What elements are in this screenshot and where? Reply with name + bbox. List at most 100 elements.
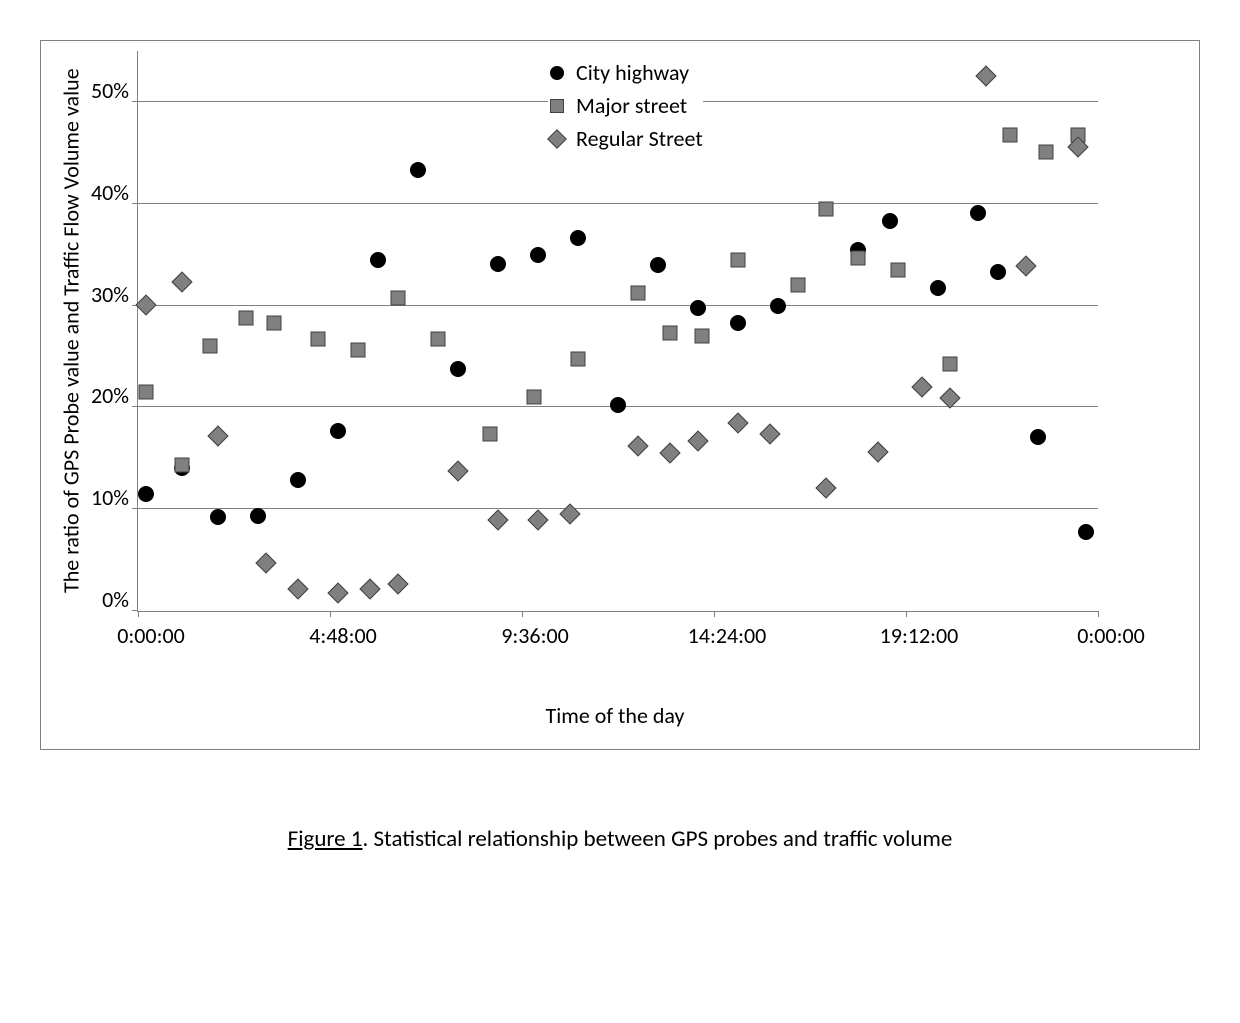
data-point-regular-street	[531, 513, 546, 528]
y-axis-label: The ratio of GPS Probe value and Traffic…	[51, 51, 91, 611]
data-point-major-street	[203, 339, 218, 354]
plot-region: City highway Major street Regular Street	[137, 51, 1098, 612]
data-point-regular-street	[491, 513, 506, 528]
data-point-regular-street	[979, 69, 994, 84]
data-point-major-street	[139, 385, 154, 400]
gridline	[138, 203, 1098, 204]
x-tick-label: 14:24:00	[688, 622, 767, 649]
data-point-regular-street	[331, 585, 346, 600]
x-tick-mark	[906, 611, 907, 617]
y-tick-mark	[132, 406, 138, 407]
figure-caption: Figure 1. Statistical relationship betwe…	[40, 825, 1200, 853]
data-point-regular-street	[363, 581, 378, 596]
x-tick-label: 9:36:00	[501, 622, 569, 649]
data-point-city-highway	[770, 298, 786, 314]
x-tick-mark	[330, 611, 331, 617]
data-point-city-highway	[990, 264, 1006, 280]
data-point-major-street	[527, 390, 542, 405]
data-point-city-highway	[570, 230, 586, 246]
data-point-city-highway	[138, 486, 154, 502]
data-point-city-highway	[1030, 429, 1046, 445]
data-point-city-highway	[1078, 524, 1094, 540]
data-point-regular-street	[731, 415, 746, 430]
data-point-major-street	[891, 262, 906, 277]
chart-border: The ratio of GPS Probe value and Traffic…	[40, 40, 1200, 750]
x-tick-label: 19:12:00	[880, 622, 959, 649]
y-tick-label: 40%	[91, 182, 129, 204]
data-point-major-street	[1039, 144, 1054, 159]
data-point-city-highway	[610, 397, 626, 413]
data-point-regular-street	[915, 380, 930, 395]
data-point-city-highway	[210, 509, 226, 525]
data-point-regular-street	[631, 439, 646, 454]
y-tick-label: 30%	[91, 284, 129, 306]
y-tick-label: 50%	[91, 80, 129, 102]
legend-label: City highway	[576, 59, 689, 86]
data-point-city-highway	[250, 508, 266, 524]
data-point-regular-street	[819, 480, 834, 495]
x-tick-mark	[714, 611, 715, 617]
chart-area: The ratio of GPS Probe value and Traffic…	[51, 51, 1179, 612]
legend-item-regular-street: Regular Street	[548, 125, 703, 152]
x-axis-label: Time of the day	[51, 702, 1179, 729]
data-point-city-highway	[650, 257, 666, 273]
y-tick-mark	[132, 203, 138, 204]
diamond-marker-icon	[548, 130, 566, 148]
data-point-regular-street	[871, 445, 886, 460]
legend: City highway Major street Regular Street	[548, 59, 703, 158]
data-point-city-highway	[290, 472, 306, 488]
x-axis-row: 0:00:004:48:009:36:0014:24:0019:12:000:0…	[51, 612, 1179, 652]
data-point-major-street	[351, 343, 366, 358]
data-point-regular-street	[563, 507, 578, 522]
legend-item-major-street: Major street	[548, 92, 703, 119]
legend-label: Regular Street	[576, 125, 703, 152]
data-point-major-street	[851, 250, 866, 265]
data-point-city-highway	[530, 247, 546, 263]
square-marker-icon	[548, 97, 566, 115]
x-axis-ticks: 0:00:004:48:009:36:0014:24:0019:12:000:0…	[151, 622, 1111, 652]
legend-item-city-highway: City highway	[548, 59, 703, 86]
gridline	[138, 508, 1098, 509]
data-point-regular-street	[451, 463, 466, 478]
data-point-regular-street	[139, 297, 154, 312]
caption-label: Figure 1	[288, 825, 363, 853]
data-point-major-street	[239, 310, 254, 325]
data-point-city-highway	[690, 300, 706, 316]
data-point-major-street	[663, 326, 678, 341]
x-tick-label: 0:00:00	[117, 622, 185, 649]
data-point-city-highway	[370, 252, 386, 268]
data-point-regular-street	[943, 391, 958, 406]
y-tick-label: 10%	[91, 487, 129, 509]
x-tick-mark	[138, 611, 139, 617]
data-point-major-street	[1003, 127, 1018, 142]
data-point-major-street	[483, 426, 498, 441]
y-tick-mark	[132, 508, 138, 509]
data-point-regular-street	[763, 426, 778, 441]
data-point-regular-street	[663, 446, 678, 461]
y-tick-mark	[132, 101, 138, 102]
data-point-major-street	[731, 252, 746, 267]
data-point-major-street	[175, 458, 190, 473]
data-point-major-street	[431, 332, 446, 347]
gridline	[138, 305, 1098, 306]
x-tick-label: 4:48:00	[309, 622, 377, 649]
x-tick-mark	[522, 611, 523, 617]
y-axis-ticks: 50%40%30%20%10%0%	[91, 51, 137, 611]
data-point-major-street	[631, 286, 646, 301]
data-point-city-highway	[330, 423, 346, 439]
data-point-city-highway	[490, 256, 506, 272]
data-point-regular-street	[175, 275, 190, 290]
data-point-regular-street	[391, 576, 406, 591]
x-tick-mark	[1098, 611, 1099, 617]
data-point-city-highway	[970, 205, 986, 221]
figure-container: The ratio of GPS Probe value and Traffic…	[40, 40, 1200, 853]
data-point-major-street	[391, 291, 406, 306]
data-point-regular-street	[291, 581, 306, 596]
data-point-city-highway	[410, 162, 426, 178]
data-point-regular-street	[1071, 139, 1086, 154]
data-point-city-highway	[882, 213, 898, 229]
data-point-major-street	[695, 329, 710, 344]
y-tick-label: 20%	[91, 385, 129, 407]
data-point-major-street	[267, 315, 282, 330]
data-point-regular-street	[1019, 258, 1034, 273]
